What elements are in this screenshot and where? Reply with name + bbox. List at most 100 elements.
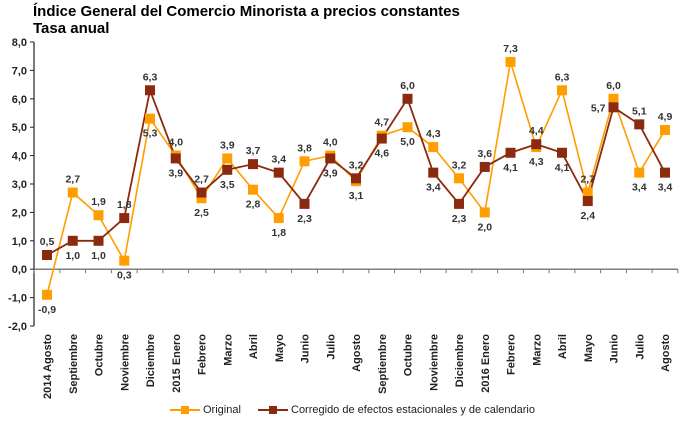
legend-swatch-corrected bbox=[258, 404, 288, 416]
data-point-original bbox=[660, 125, 670, 136]
data-label-corrected: 4,4 bbox=[529, 125, 544, 137]
data-label-original: 2,5 bbox=[194, 207, 209, 219]
data-point-corrected bbox=[170, 153, 181, 164]
data-label-original: 5,3 bbox=[143, 128, 158, 140]
data-label-corrected: 3,6 bbox=[477, 148, 492, 160]
data-point-original bbox=[479, 207, 490, 218]
y-tick-label: -1,0 bbox=[8, 293, 27, 305]
data-label-original: 3,8 bbox=[297, 142, 312, 154]
data-point-original bbox=[582, 187, 593, 198]
data-label-corrected: 2,7 bbox=[194, 174, 209, 186]
y-tick-label: 0,0 bbox=[12, 264, 27, 276]
data-point-original bbox=[428, 142, 439, 153]
data-label-corrected: 1,0 bbox=[65, 250, 80, 262]
data-point-corrected bbox=[479, 161, 490, 172]
y-tick-label: 4,0 bbox=[12, 151, 27, 163]
data-label-corrected: 3,9 bbox=[168, 167, 183, 179]
data-label-corrected: 3,4 bbox=[271, 154, 286, 166]
data-label-original: 3,4 bbox=[632, 182, 647, 194]
x-tick-label: Marzo bbox=[531, 334, 543, 366]
x-tick-label: Octubre bbox=[94, 334, 106, 376]
data-point-corrected bbox=[608, 102, 619, 113]
data-label-original: 2,0 bbox=[477, 221, 492, 233]
data-label-corrected: 0,5 bbox=[40, 236, 55, 248]
data-point-corrected bbox=[93, 235, 104, 246]
data-point-original bbox=[454, 173, 464, 184]
y-tick-label: 6,0 bbox=[12, 94, 27, 106]
x-tick-label: Agosto bbox=[351, 334, 363, 372]
y-tick-label: 2,0 bbox=[12, 207, 27, 219]
y-tick-label: 7,0 bbox=[12, 65, 27, 77]
data-point-corrected bbox=[531, 139, 542, 150]
data-point-original bbox=[402, 122, 413, 133]
data-label-original: 4,3 bbox=[426, 128, 441, 140]
data-point-original bbox=[119, 255, 130, 266]
data-label-original: 5,0 bbox=[400, 136, 415, 148]
data-label-original: 2,7 bbox=[65, 174, 80, 186]
data-point-corrected bbox=[325, 153, 336, 164]
series-markers bbox=[42, 56, 670, 300]
data-label-corrected: 5,1 bbox=[632, 105, 647, 117]
x-tick-label: 2015 Enero bbox=[171, 334, 183, 393]
data-point-corrected bbox=[557, 147, 567, 158]
data-label-original: 2,7 bbox=[580, 174, 595, 186]
data-label-corrected: 3,4 bbox=[426, 182, 441, 194]
data-point-original bbox=[42, 289, 52, 300]
data-point-original bbox=[196, 193, 207, 204]
data-point-original bbox=[608, 93, 619, 104]
x-tick-label: Noviembre bbox=[119, 334, 131, 391]
line-chart: 8,0 7,0 6,0 5,0 4,0 3,0 2,0 1,0 0,0 -1,0 -2,0 2014… bbox=[8, 37, 679, 399]
y-tick-label: -2,0 bbox=[8, 321, 27, 333]
x-tick-label: Febrero bbox=[197, 334, 209, 375]
data-label-original: 3,9 bbox=[220, 139, 235, 151]
x-tick-label: Abril bbox=[248, 334, 260, 359]
y-axis-ticks: 8,0 7,0 6,0 5,0 4,0 3,0 2,0 1,0 0,0 -1,0 -2,0 bbox=[8, 37, 34, 333]
x-axis-ticks: 2014 Agosto Septiembre Octubre Noviembre Dic… bbox=[33, 269, 679, 399]
x-tick-label: Diciembre bbox=[145, 334, 157, 387]
data-point-corrected bbox=[660, 167, 670, 178]
data-label-corrected: 3,4 bbox=[658, 182, 673, 194]
legend: Original Corregido de efectos estacional… bbox=[0, 404, 680, 422]
data-label-corrected: 2,3 bbox=[297, 213, 312, 225]
data-point-corrected bbox=[248, 159, 258, 170]
data-point-corrected bbox=[505, 147, 516, 158]
data-label-corrected: 3,7 bbox=[246, 145, 261, 157]
data-label-corrected: 1,8 bbox=[117, 199, 132, 211]
y-tick-label: 1,0 bbox=[12, 236, 27, 248]
data-point-original bbox=[145, 113, 155, 124]
data-label-original: 4,7 bbox=[374, 117, 389, 129]
data-label-corrected: 4,1 bbox=[503, 162, 518, 174]
data-label-corrected: 4,6 bbox=[374, 148, 389, 160]
data-label-original: 4,0 bbox=[168, 137, 183, 149]
x-tick-label: Octubre bbox=[403, 334, 415, 376]
data-label-corrected: 3,9 bbox=[323, 167, 338, 179]
data-label-original: -0,9 bbox=[38, 304, 56, 316]
data-point-corrected bbox=[119, 213, 130, 224]
x-tick-label: Septiembre bbox=[68, 334, 80, 394]
x-tick-label: 2016 Enero bbox=[480, 334, 492, 393]
data-point-original bbox=[634, 167, 645, 178]
data-label-original: 6,3 bbox=[555, 71, 570, 83]
data-label-original: 2,8 bbox=[246, 199, 261, 211]
legend-swatch-original bbox=[170, 404, 200, 416]
x-tick-label: Agosto bbox=[660, 334, 672, 372]
data-point-original bbox=[299, 156, 310, 167]
x-tick-label: Julio bbox=[634, 334, 646, 360]
x-tick-label: Abril bbox=[557, 334, 569, 359]
x-tick-label: Junio bbox=[300, 334, 312, 364]
data-label-original: 3,2 bbox=[452, 159, 467, 171]
y-tick-label: 5,0 bbox=[12, 122, 27, 134]
data-point-corrected bbox=[351, 173, 361, 184]
data-point-corrected bbox=[582, 196, 593, 207]
data-point-corrected bbox=[299, 198, 310, 209]
data-point-corrected bbox=[67, 235, 78, 246]
data-point-original bbox=[222, 153, 233, 164]
x-tick-label: Mayo bbox=[274, 334, 286, 362]
data-point-original bbox=[67, 187, 78, 198]
data-label-original: 7,3 bbox=[503, 43, 518, 55]
data-point-corrected bbox=[42, 250, 52, 260]
data-point-corrected bbox=[376, 133, 387, 144]
data-label-original: 1,9 bbox=[91, 196, 106, 208]
data-point-corrected bbox=[428, 167, 439, 178]
legend-label-corrected: Corregido de efectos estacionales y de c… bbox=[291, 404, 535, 416]
